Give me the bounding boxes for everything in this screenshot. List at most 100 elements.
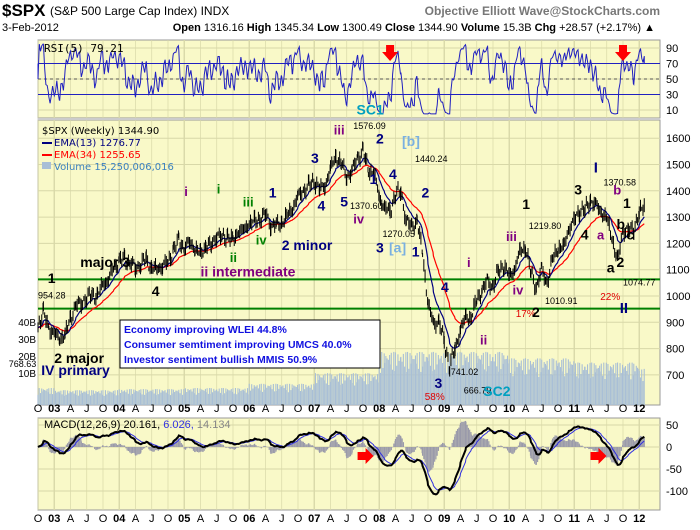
volume-bar: [440, 355, 442, 405]
macd-histogram-bar: [351, 447, 353, 453]
macd-histogram-bar: [118, 444, 120, 447]
macd-histogram-bar: [419, 447, 421, 448]
macd-histogram-bar: [126, 447, 128, 451]
volume-bar: [340, 373, 342, 405]
macd-histogram-bar: [620, 447, 622, 451]
x-tick-label: J: [149, 403, 155, 415]
macd-histogram-bar: [293, 443, 295, 447]
volume-bar: [226, 389, 229, 405]
macd-histogram-bar: [291, 443, 294, 447]
macd-histogram-bar: [217, 443, 219, 447]
volume-bar: [488, 366, 490, 405]
macd-histogram-bar: [574, 441, 577, 447]
volume-bar: [206, 388, 208, 405]
volume-bar: [255, 386, 257, 405]
wave-label: 22%: [600, 292, 620, 303]
x-tick-label: J: [539, 403, 545, 415]
volume-bar: [521, 370, 524, 405]
macd-histogram-bar: [279, 447, 281, 451]
volume-bar: [286, 383, 288, 405]
volume-bar: [283, 388, 285, 405]
x-axes: O 03 A J O 04 A J O 05 A J O 06 A J O 07 A J O 08 A J O 09 A J O 10 A J…: [34, 403, 646, 525]
macd-histogram-bar: [195, 447, 197, 452]
macd-histogram-bar: [102, 445, 104, 447]
macd-histogram-bar: [627, 437, 630, 447]
wave-label: 4: [581, 226, 589, 242]
macd-histogram-bar: [335, 439, 337, 447]
volume-bar: [561, 359, 563, 405]
volume-bar: [544, 363, 547, 405]
volume-bar: [559, 367, 562, 405]
volume-bar: [313, 385, 315, 405]
legend-price: $SPX (Weekly) 1344.90: [42, 126, 159, 137]
macd-histogram-bar: [409, 447, 411, 455]
volume-bar: [606, 374, 608, 405]
macd-histogram-bar: [423, 447, 425, 460]
macd-histogram-bar: [317, 447, 319, 451]
legend-swatch-ema13: [42, 142, 52, 144]
price-legend: $SPX (Weekly) 1344.90 EMA(13) 1276.77 EM…: [42, 126, 174, 173]
volume-bar: [213, 388, 215, 405]
volume-bar: [163, 391, 165, 405]
volume-bar: [48, 388, 50, 405]
macd-histogram-bar: [408, 447, 410, 455]
macd-histogram-bar: [156, 447, 158, 451]
volume-bar: [202, 389, 204, 405]
volume-bar: [44, 390, 46, 405]
x-tick-label: 08: [373, 513, 385, 525]
volume-bar: [371, 374, 373, 405]
x-tick-label: 04: [113, 403, 126, 415]
volume-bar: [566, 372, 568, 405]
macd-histogram-bar: [263, 445, 265, 447]
macd-histogram-bar: [615, 447, 617, 465]
macd-histogram-bar: [428, 447, 430, 472]
macd-histogram-bar: [129, 447, 131, 453]
volume-bar: [564, 376, 566, 405]
macd-histogram-bar: [608, 447, 610, 458]
macd-histogram-bar: [573, 440, 575, 447]
volume-bar: [237, 392, 239, 405]
volume-bar: [305, 384, 307, 405]
volume-bar: [131, 393, 134, 405]
volume-bar: [151, 391, 153, 405]
macd-tick-label: 50: [666, 420, 678, 432]
x-tick-label: O: [489, 403, 498, 415]
x-tick-label: J: [279, 403, 285, 415]
volume-bar: [257, 388, 259, 405]
wave-label: iv: [513, 283, 525, 298]
macd-histogram-bar: [60, 447, 62, 453]
macd-histogram-bar: [540, 447, 542, 451]
volume-bar: [499, 351, 501, 405]
volume-bar: [319, 375, 321, 405]
volume-bar: [479, 359, 482, 405]
macd-histogram-bar: [49, 447, 51, 453]
volume-bar: [268, 386, 270, 405]
volume-bar: [301, 383, 303, 405]
macd-histogram-bar: [452, 439, 455, 447]
index-name: (S&P 500 Large Cap Index) INDX: [50, 4, 229, 18]
x-tick-label: 09: [438, 403, 450, 415]
macd-histogram-bar: [562, 440, 565, 447]
volume-bar: [577, 362, 579, 405]
volume-bar: [122, 391, 124, 405]
macd-histogram-bar: [488, 441, 490, 447]
volume-bar: [619, 363, 621, 405]
volume-bar: [240, 390, 242, 405]
macd-histogram-bar: [324, 447, 326, 453]
volume-bar: [94, 393, 96, 405]
macd-histogram-bar: [87, 444, 89, 447]
macd-histogram-bar: [272, 447, 275, 454]
volume-bar: [309, 387, 311, 405]
rsi-panel: 90 70 50 30 10: [37, 39, 678, 119]
macd-histogram-bar: [505, 447, 507, 449]
wave-label: 2 major: [54, 350, 104, 366]
volume-bar: [408, 368, 410, 405]
macd-histogram-bar: [622, 441, 624, 447]
volume-bar: [335, 378, 337, 405]
volume-bar: [573, 372, 575, 405]
macd-histogram-bar: [75, 434, 77, 447]
macd-histogram-bar: [412, 447, 414, 453]
volume-bar: [638, 370, 640, 405]
volume-bar: [538, 376, 540, 405]
volume-bar: [51, 394, 54, 405]
